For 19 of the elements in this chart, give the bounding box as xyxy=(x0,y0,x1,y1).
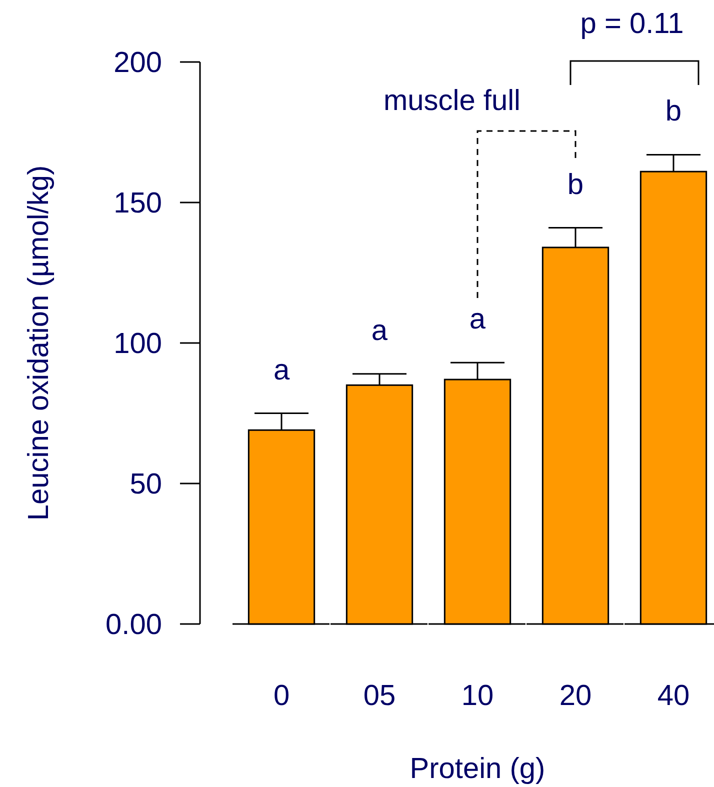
y-tick-label: 0.00 xyxy=(106,609,162,642)
annotation: a xyxy=(469,304,486,336)
x-tick-label: 10 xyxy=(461,680,494,712)
y-tick-label: 100 xyxy=(114,328,162,360)
annotation: muscle full xyxy=(384,85,520,117)
x-tick-label: 20 xyxy=(559,680,592,712)
x-tick-label: 0 xyxy=(273,680,290,712)
text: p = 0.11 xyxy=(580,8,684,40)
annotation: b xyxy=(665,96,682,128)
annotation: a xyxy=(371,314,388,347)
y-tick-label: 150 xyxy=(114,188,162,220)
x-axis-title: Protein (g) xyxy=(410,753,546,785)
y-tick-label: 200 xyxy=(114,47,162,80)
y-tick-label: 50 xyxy=(130,468,162,501)
annotation: a xyxy=(273,354,290,386)
annotation: b xyxy=(567,168,584,201)
x-tick-label: 40 xyxy=(657,680,690,712)
y-axis-title: Leucine oxidation (µmol/kg) xyxy=(23,165,55,521)
x-tick-label: 05 xyxy=(363,680,396,712)
